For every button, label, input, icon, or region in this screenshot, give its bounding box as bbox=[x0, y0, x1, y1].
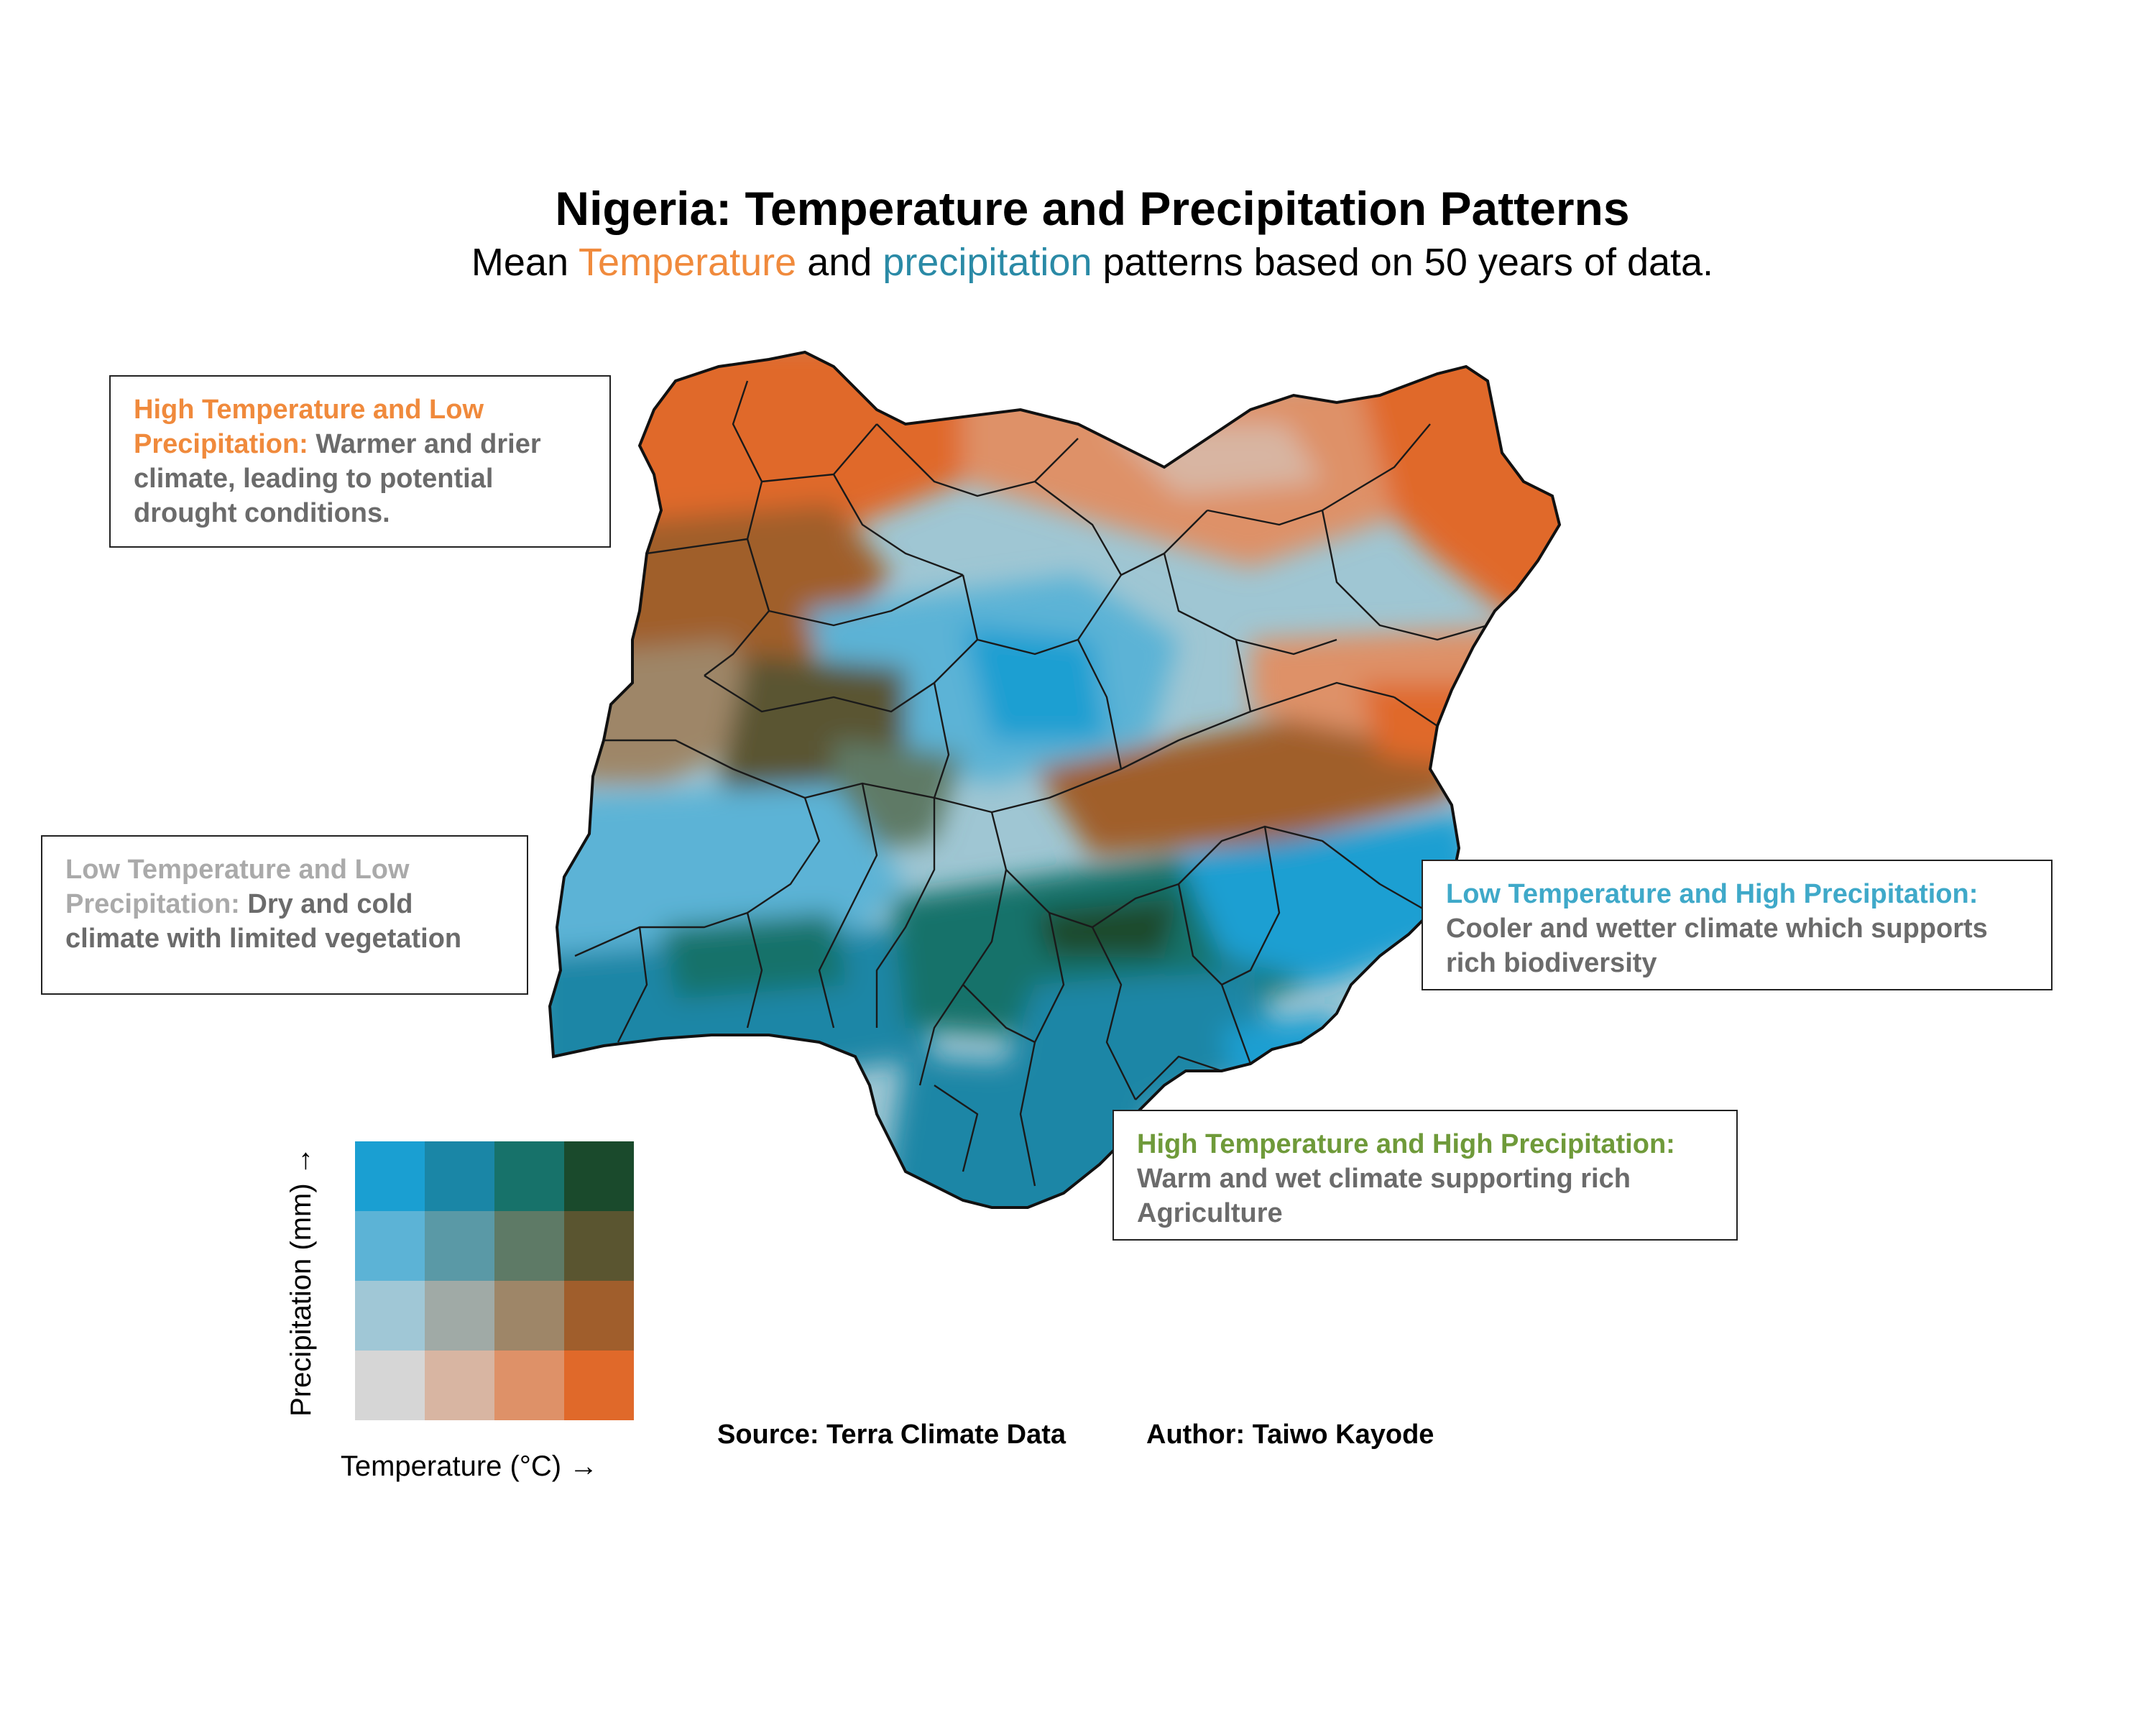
subtitle-part-5: patterns based on 50 years of data. bbox=[1092, 241, 1714, 284]
legend-cell-r2-c2 bbox=[494, 1281, 564, 1351]
callout-low-temp-high-precip: Low Temperature and High Precipitation: … bbox=[1422, 860, 2053, 990]
country-outline bbox=[548, 350, 1562, 1209]
legend-cell-r2-c0 bbox=[355, 1281, 425, 1351]
legend-cell-r0-c0 bbox=[355, 1141, 425, 1211]
callout-head: High Temperature and Low Precipitation: bbox=[134, 395, 484, 459]
subtitle-part-1: Mean bbox=[471, 241, 579, 284]
legend-cell-r2-c1 bbox=[425, 1281, 494, 1351]
legend-cell-r0-c1 bbox=[425, 1141, 494, 1211]
nigeria-bivariate-map bbox=[548, 350, 1562, 1209]
legend-cell-r1-c1 bbox=[425, 1211, 494, 1281]
subtitle-part-3: and bbox=[796, 241, 883, 284]
callout-high-temp-low-precip: High Temperature and Low Precipitation: … bbox=[109, 375, 611, 548]
chart-subtitle: Mean Temperature and precipitation patte… bbox=[0, 240, 2156, 285]
chart-title: Nigeria: Temperature and Precipitation P… bbox=[555, 182, 1630, 235]
bivariate-legend: Precipitation (mm) → Temperature (°C) → bbox=[285, 1141, 634, 1482]
legend-cell-r3-c1 bbox=[425, 1351, 494, 1420]
callout-head: Low Temperature and Low Precipitation: bbox=[65, 855, 410, 919]
legend-cell-r2-c3 bbox=[564, 1281, 634, 1351]
legend-cell-r3-c2 bbox=[494, 1351, 564, 1420]
legend-cell-r0-c3 bbox=[564, 1141, 634, 1211]
callout-head: High Temperature and High Precipitation: bbox=[1137, 1129, 1675, 1159]
callout-high-temp-high-precip: High Temperature and High Precipitation:… bbox=[1112, 1110, 1738, 1241]
legend-grid bbox=[355, 1141, 634, 1420]
legend-y-axis-label: Precipitation (mm) → bbox=[285, 1146, 317, 1417]
legend-cell-r3-c3 bbox=[564, 1351, 634, 1420]
callout-body: Dry and cold climate with limited vegeta… bbox=[65, 889, 462, 954]
legend-cell-r0-c2 bbox=[494, 1141, 564, 1211]
callout-low-temp-low-precip: Low Temperature and Low Precipitation: D… bbox=[41, 835, 528, 995]
callout-body: Cooler and wetter climate which supports… bbox=[1446, 914, 1988, 978]
callout-body: Warmer and drier climate, leading to pot… bbox=[134, 429, 541, 528]
callout-body: Warm and wet climate supporting rich Agr… bbox=[1137, 1164, 1631, 1228]
legend-cell-r3-c0 bbox=[355, 1351, 425, 1420]
legend-x-axis-label: Temperature (°C) → bbox=[341, 1450, 598, 1482]
source-credit: Source: Terra Climate Data bbox=[717, 1420, 1067, 1450]
callout-head: Low Temperature and High Precipitation: bbox=[1446, 879, 1978, 909]
legend-cell-r1-c0 bbox=[355, 1211, 425, 1281]
subtitle-temperature-word: Temperature bbox=[579, 241, 797, 284]
legend-cell-r1-c2 bbox=[494, 1211, 564, 1281]
legend-cell-r1-c3 bbox=[564, 1211, 634, 1281]
author-credit: Author: Taiwo Kayode bbox=[1146, 1420, 1434, 1450]
subtitle-precipitation-word: precipitation bbox=[883, 241, 1092, 284]
